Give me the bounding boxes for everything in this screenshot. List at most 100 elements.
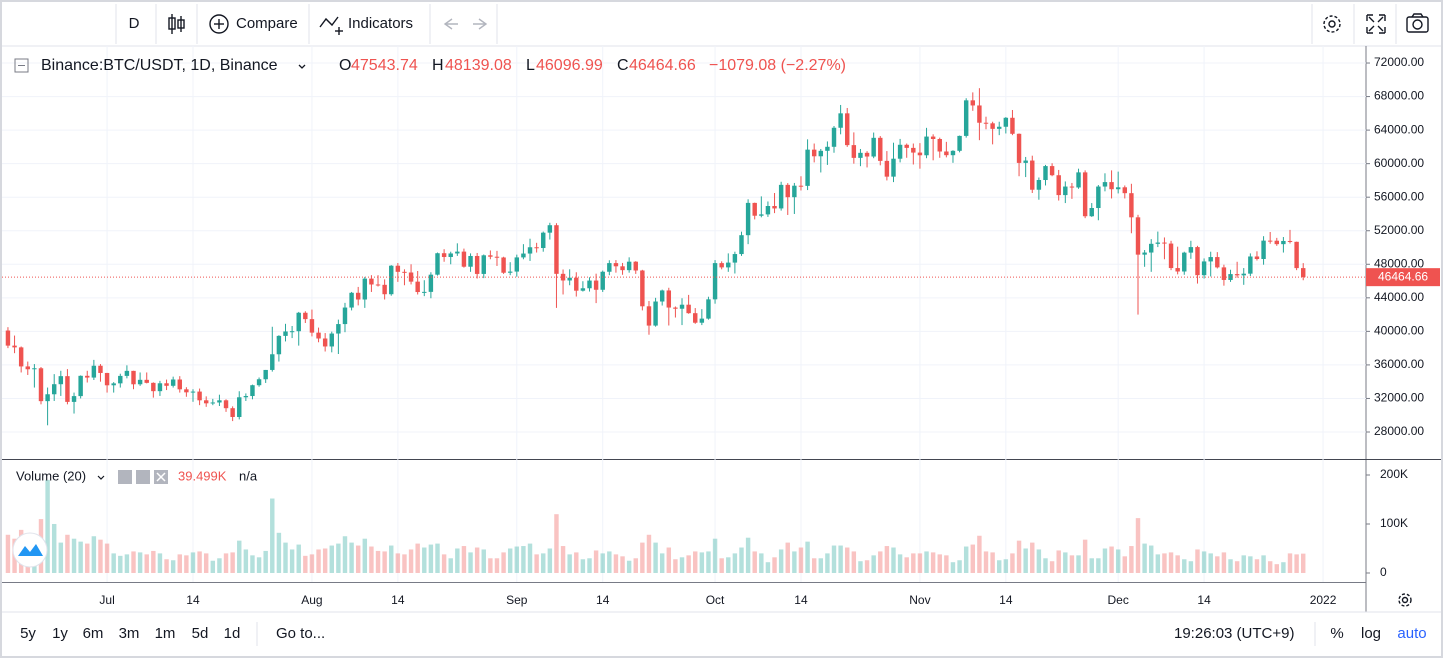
log-toggle[interactable]: log	[1361, 625, 1381, 642]
y-tick-label: 48000.00	[1374, 256, 1424, 270]
symbol-dropdown[interactable]	[298, 64, 306, 69]
candle-body	[693, 313, 698, 323]
volume-dropdown[interactable]	[97, 475, 105, 480]
compare-label[interactable]: Compare	[236, 15, 298, 32]
x-tick-label: 14	[999, 593, 1013, 607]
y-tick-label: 60000.00	[1374, 156, 1424, 170]
candle-body	[65, 376, 70, 402]
volume-bar	[917, 553, 923, 573]
candle-body	[144, 379, 149, 383]
volume-bar	[223, 553, 229, 573]
candle-body	[1301, 268, 1306, 278]
candle-body	[1201, 261, 1207, 276]
volume-bar	[461, 546, 467, 573]
x-tick-label: Aug	[301, 593, 322, 607]
candle-body	[580, 288, 586, 291]
compare-button[interactable]: Compare	[209, 14, 298, 34]
candle-body	[355, 292, 361, 300]
last-price-badge	[1366, 268, 1440, 287]
interval-button[interactable]: D	[129, 15, 140, 32]
volume-settings[interactable]	[136, 470, 150, 484]
redo-button[interactable]	[473, 18, 488, 30]
y-tick-label: 40000.00	[1374, 324, 1424, 338]
volume-bar	[1287, 553, 1293, 573]
range-button[interactable]: 3m	[119, 625, 140, 642]
volume-bar	[91, 536, 97, 573]
candle-body	[256, 379, 262, 386]
candle-body	[51, 384, 57, 395]
volume-bar	[1155, 554, 1161, 573]
candle-body	[336, 324, 341, 334]
open-letter: O	[339, 57, 351, 74]
range-button[interactable]: 5d	[192, 625, 209, 642]
clock: 19:26:03 (UTC+9)	[1174, 625, 1294, 642]
volume-bar	[448, 558, 453, 573]
volume-bar	[203, 553, 209, 573]
collapse-toggle[interactable]	[14, 58, 29, 73]
volume-title[interactable]: Volume (20)	[16, 468, 86, 483]
chart-style-button[interactable]	[168, 14, 185, 34]
range-button[interactable]: 1m	[155, 625, 176, 642]
candle-body	[237, 397, 242, 417]
time-axis-settings[interactable]	[1398, 593, 1412, 607]
volume-bar	[547, 548, 553, 573]
volume-bar	[620, 556, 625, 573]
volume-visibility[interactable]	[118, 470, 132, 484]
volume-bar	[111, 553, 116, 573]
range-button[interactable]: 6m	[83, 625, 104, 642]
candle-body	[878, 137, 883, 161]
volume-bar	[177, 554, 182, 573]
y-tick-label: 72000.00	[1374, 55, 1424, 69]
volume-bar	[98, 539, 103, 573]
candle-body	[554, 225, 559, 274]
candle-body	[825, 146, 830, 151]
range-button[interactable]: 5y	[20, 625, 36, 642]
candle-body	[1122, 187, 1128, 194]
volume-bar	[250, 555, 255, 573]
volume-bar	[494, 558, 500, 573]
candle-body	[151, 382, 156, 392]
candle-body	[593, 280, 599, 290]
volume-bar	[296, 544, 301, 573]
range-button[interactable]: 1y	[52, 625, 68, 642]
candle-body	[541, 232, 546, 249]
bottom-bar: Go to... 19:26:03 (UTC+9) % log auto 5y 1…	[20, 622, 1427, 646]
candle-body	[382, 284, 387, 295]
volume-bar	[574, 552, 579, 573]
y-tick-label: 52000.00	[1374, 223, 1424, 237]
candle-body	[1267, 240, 1273, 242]
screenshot-button[interactable]	[1406, 13, 1429, 33]
indicators-label[interactable]: Indicators	[348, 15, 413, 32]
fullscreen-button[interactable]	[1366, 14, 1386, 34]
indicators-button[interactable]: Indicators	[319, 15, 413, 35]
volume-bar	[541, 553, 546, 573]
candle-body	[620, 266, 625, 271]
percent-toggle[interactable]: %	[1330, 625, 1343, 642]
range-button[interactable]: 1d	[224, 625, 241, 642]
undo-button[interactable]	[443, 18, 458, 30]
volume-bar	[322, 548, 328, 573]
auto-toggle[interactable]: auto	[1397, 625, 1426, 642]
candle-body	[85, 375, 90, 378]
symbol-title[interactable]: Binance:BTC/USDT, 1D, Binance	[41, 57, 278, 74]
volume-bar	[355, 545, 361, 573]
volume-bar	[897, 554, 903, 573]
volume-bar	[45, 479, 50, 573]
candle-body	[38, 368, 44, 402]
change-value: −1079.08 (−2.27%)	[709, 57, 846, 74]
candle-body	[1182, 252, 1187, 272]
candle-body	[1142, 252, 1147, 255]
logo[interactable]	[12, 532, 48, 568]
y-tick-label: 32000.00	[1374, 391, 1424, 405]
volume-bar	[1261, 555, 1266, 573]
volume-bar	[646, 534, 652, 573]
volume-bar	[263, 550, 268, 573]
candle-body	[78, 375, 83, 397]
candle-body	[25, 366, 30, 370]
low-value: 46096.99	[536, 57, 603, 74]
volume-bar	[1063, 552, 1068, 573]
goto-button[interactable]: Go to...	[276, 625, 325, 642]
settings-button[interactable]	[1323, 15, 1341, 33]
volume-bar	[567, 554, 572, 573]
volume-bar	[1023, 548, 1028, 573]
